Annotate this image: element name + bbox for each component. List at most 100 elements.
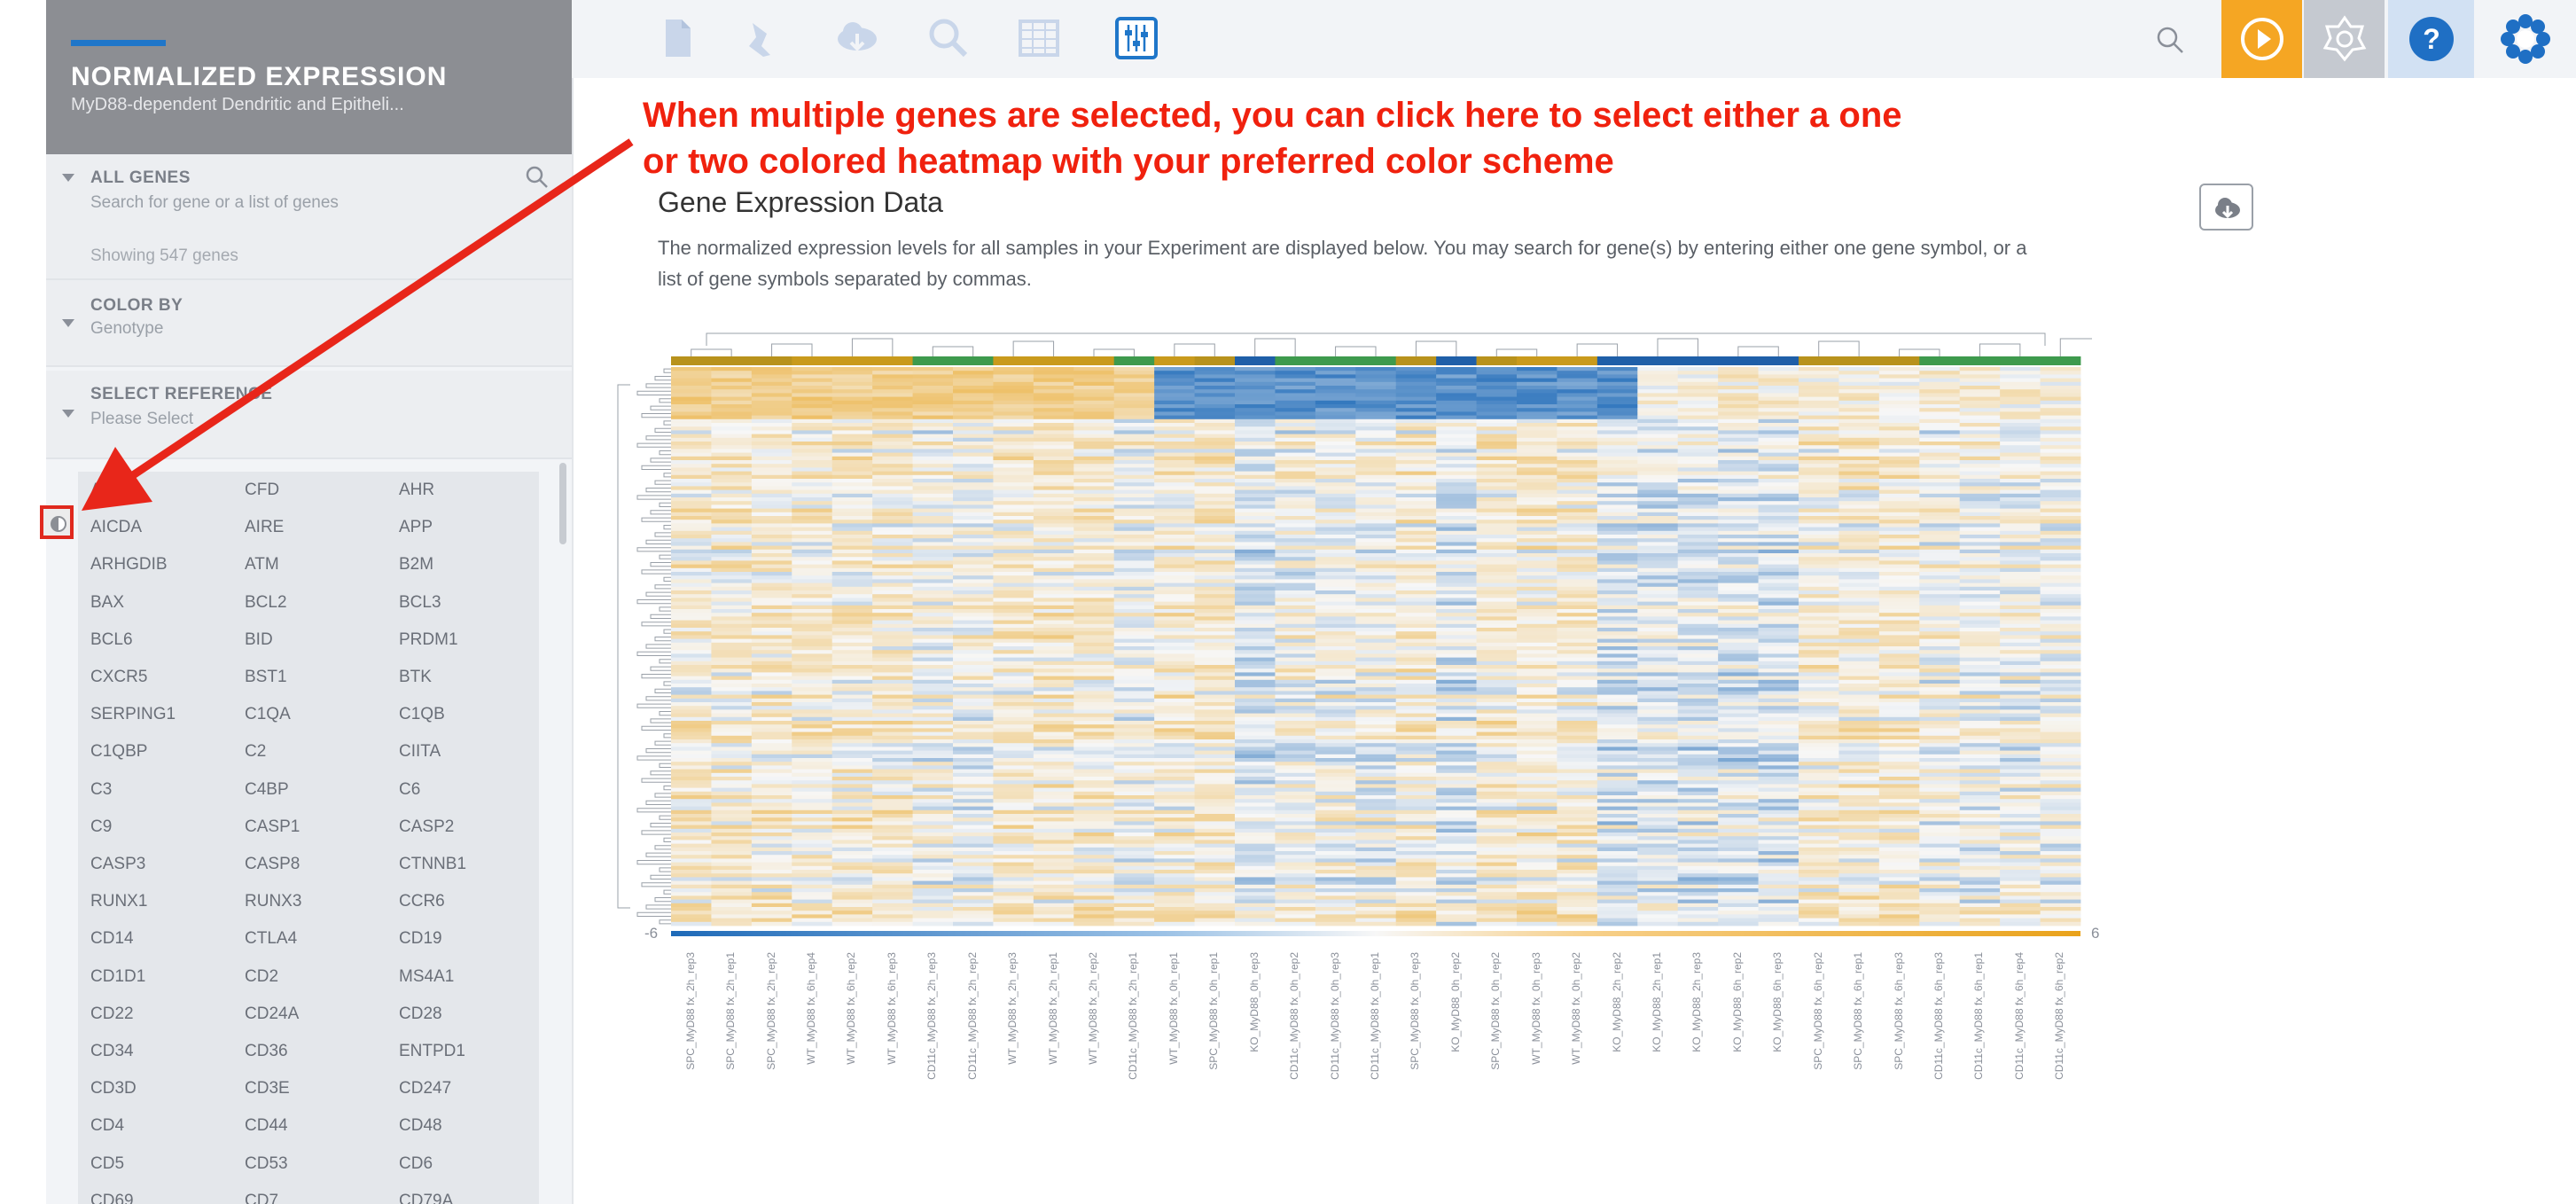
chevron-down-icon[interactable] — [62, 174, 74, 182]
flask-icon[interactable] — [740, 14, 788, 62]
gene-item[interactable]: CD69 — [90, 1191, 134, 1204]
heatmap-cell — [1637, 523, 1679, 528]
gene-item[interactable]: CD79A — [399, 1191, 454, 1204]
scrollbar-thumb[interactable] — [559, 463, 566, 544]
gene-item[interactable]: C9 — [90, 817, 113, 836]
gene-item[interactable]: CD34 — [90, 1042, 134, 1060]
table-icon[interactable] — [1015, 14, 1063, 62]
gene-item[interactable]: C1QA — [245, 705, 291, 724]
heatmap-cell — [1677, 728, 1719, 732]
color-by-value[interactable]: Genotype — [90, 319, 164, 338]
heatmap-cell — [953, 762, 994, 766]
gene-item[interactable]: CFD — [245, 481, 280, 499]
gene-item[interactable]: CASP3 — [90, 855, 146, 873]
heatmap-cell — [1476, 460, 1518, 465]
gene-item[interactable]: C1QBP — [90, 742, 148, 762]
gene-item[interactable]: APP — [399, 518, 433, 537]
heatmap-cell — [1033, 777, 1074, 781]
heatmap-cell — [1275, 843, 1316, 848]
gene-item[interactable]: ENTPD1 — [399, 1042, 465, 1060]
gene-item[interactable]: CD7 — [245, 1191, 279, 1204]
heatmap-cell — [993, 809, 1034, 815]
settings-button[interactable] — [2304, 0, 2385, 78]
gene-item[interactable]: CD19 — [399, 929, 442, 949]
select-reference-section[interactable]: SELECT REFERENCE Please Select — [46, 371, 572, 459]
run-button[interactable] — [2221, 0, 2302, 78]
gene-item[interactable]: C1QB — [399, 705, 445, 724]
gene-item[interactable]: RUNX1 — [90, 892, 148, 911]
gene-item[interactable]: CD6 — [399, 1153, 433, 1173]
gene-item[interactable]: CIITA — [399, 742, 441, 762]
heatmap-cell — [1113, 400, 1155, 405]
gene-item[interactable]: A — [90, 481, 102, 499]
gene-item[interactable]: CD44 — [245, 1116, 288, 1136]
gene-item[interactable]: BTK — [399, 668, 432, 686]
gene-item[interactable]: CD3E — [245, 1079, 290, 1098]
heatmap-cell — [1275, 601, 1316, 606]
cloud-download-icon[interactable] — [833, 14, 881, 62]
gene-item[interactable]: CTNNB1 — [399, 855, 467, 873]
gene-item[interactable]: CD4 — [90, 1116, 125, 1136]
sliders-icon[interactable] — [1112, 14, 1160, 62]
gene-item[interactable]: CASP1 — [245, 817, 301, 836]
gene-item[interactable]: ATM — [245, 555, 279, 575]
gene-item[interactable]: CXCR5 — [90, 668, 148, 686]
heatmap-cell — [1557, 706, 1598, 710]
download-button[interactable] — [2199, 184, 2253, 231]
search-zoom-icon[interactable] — [925, 14, 972, 62]
gene-item[interactable]: MS4A1 — [399, 966, 455, 986]
gene-item[interactable]: CD2 — [245, 966, 279, 986]
gene-item[interactable]: CD22 — [90, 1004, 134, 1023]
heatmap-color-toggle-button[interactable] — [40, 505, 74, 539]
heatmap-cell — [1355, 437, 1397, 442]
gene-item[interactable]: C4BP — [245, 779, 289, 799]
chevron-down-icon[interactable] — [62, 410, 74, 418]
gene-item[interactable]: AHR — [399, 481, 435, 499]
gene-item[interactable]: CASP2 — [399, 817, 455, 836]
gene-item[interactable]: RUNX3 — [245, 892, 302, 911]
search-icon[interactable] — [2155, 25, 2185, 55]
color-by-section[interactable]: COLOR BY Genotype — [46, 280, 572, 367]
gene-item[interactable]: CD5 — [90, 1153, 125, 1173]
heatmap-cell — [872, 724, 913, 729]
logo-icon[interactable] — [2499, 12, 2552, 66]
help-button[interactable]: ? — [2388, 0, 2474, 78]
gene-item[interactable]: BAX — [90, 592, 125, 612]
heatmap-cell — [1073, 772, 1115, 778]
gene-item[interactable]: BID — [245, 629, 273, 649]
search-icon[interactable] — [525, 165, 550, 190]
gene-item[interactable]: CD24A — [245, 1004, 300, 1023]
gene-item[interactable]: CD247 — [399, 1079, 452, 1098]
document-icon[interactable] — [653, 14, 701, 62]
heatmap-cell — [1959, 374, 2001, 379]
gene-item[interactable]: B2M — [399, 555, 434, 575]
select-reference-value[interactable]: Please Select — [90, 410, 194, 428]
gene-search-input[interactable]: Search for gene or a list of genes — [90, 193, 339, 212]
all-genes-section[interactable]: ALL GENES Search for gene or a list of g… — [46, 154, 572, 280]
gene-item[interactable]: CTLA4 — [245, 929, 298, 949]
gene-item[interactable]: BCL2 — [245, 592, 287, 612]
gene-item[interactable]: BCL6 — [90, 629, 133, 649]
heatmap-cell — [1718, 791, 1759, 796]
gene-item[interactable]: CD36 — [245, 1042, 288, 1060]
gene-item[interactable]: PRDM1 — [399, 629, 458, 649]
gene-item[interactable]: CD28 — [399, 1004, 442, 1023]
scrollbar-track[interactable] — [559, 463, 566, 1204]
gene-item[interactable]: C6 — [399, 779, 421, 799]
gene-item[interactable]: CD1D1 — [90, 966, 146, 986]
gene-item[interactable]: C2 — [245, 742, 267, 762]
gene-item[interactable]: CASP8 — [245, 855, 301, 873]
chevron-down-icon[interactable] — [62, 319, 74, 327]
gene-item[interactable]: SERPING1 — [90, 705, 176, 724]
gene-item[interactable]: AIRE — [245, 518, 285, 537]
gene-item[interactable]: CD14 — [90, 929, 134, 949]
gene-item[interactable]: C3 — [90, 779, 113, 799]
gene-item[interactable]: BCL3 — [399, 592, 441, 612]
gene-item[interactable]: CD48 — [399, 1116, 442, 1136]
gene-item[interactable]: CD53 — [245, 1153, 288, 1173]
gene-item[interactable]: BST1 — [245, 668, 287, 686]
gene-item[interactable]: AICDA — [90, 518, 143, 537]
gene-item[interactable]: CCR6 — [399, 892, 445, 911]
gene-item[interactable]: CD3D — [90, 1079, 137, 1098]
gene-item[interactable]: ARHGDIB — [90, 555, 168, 575]
